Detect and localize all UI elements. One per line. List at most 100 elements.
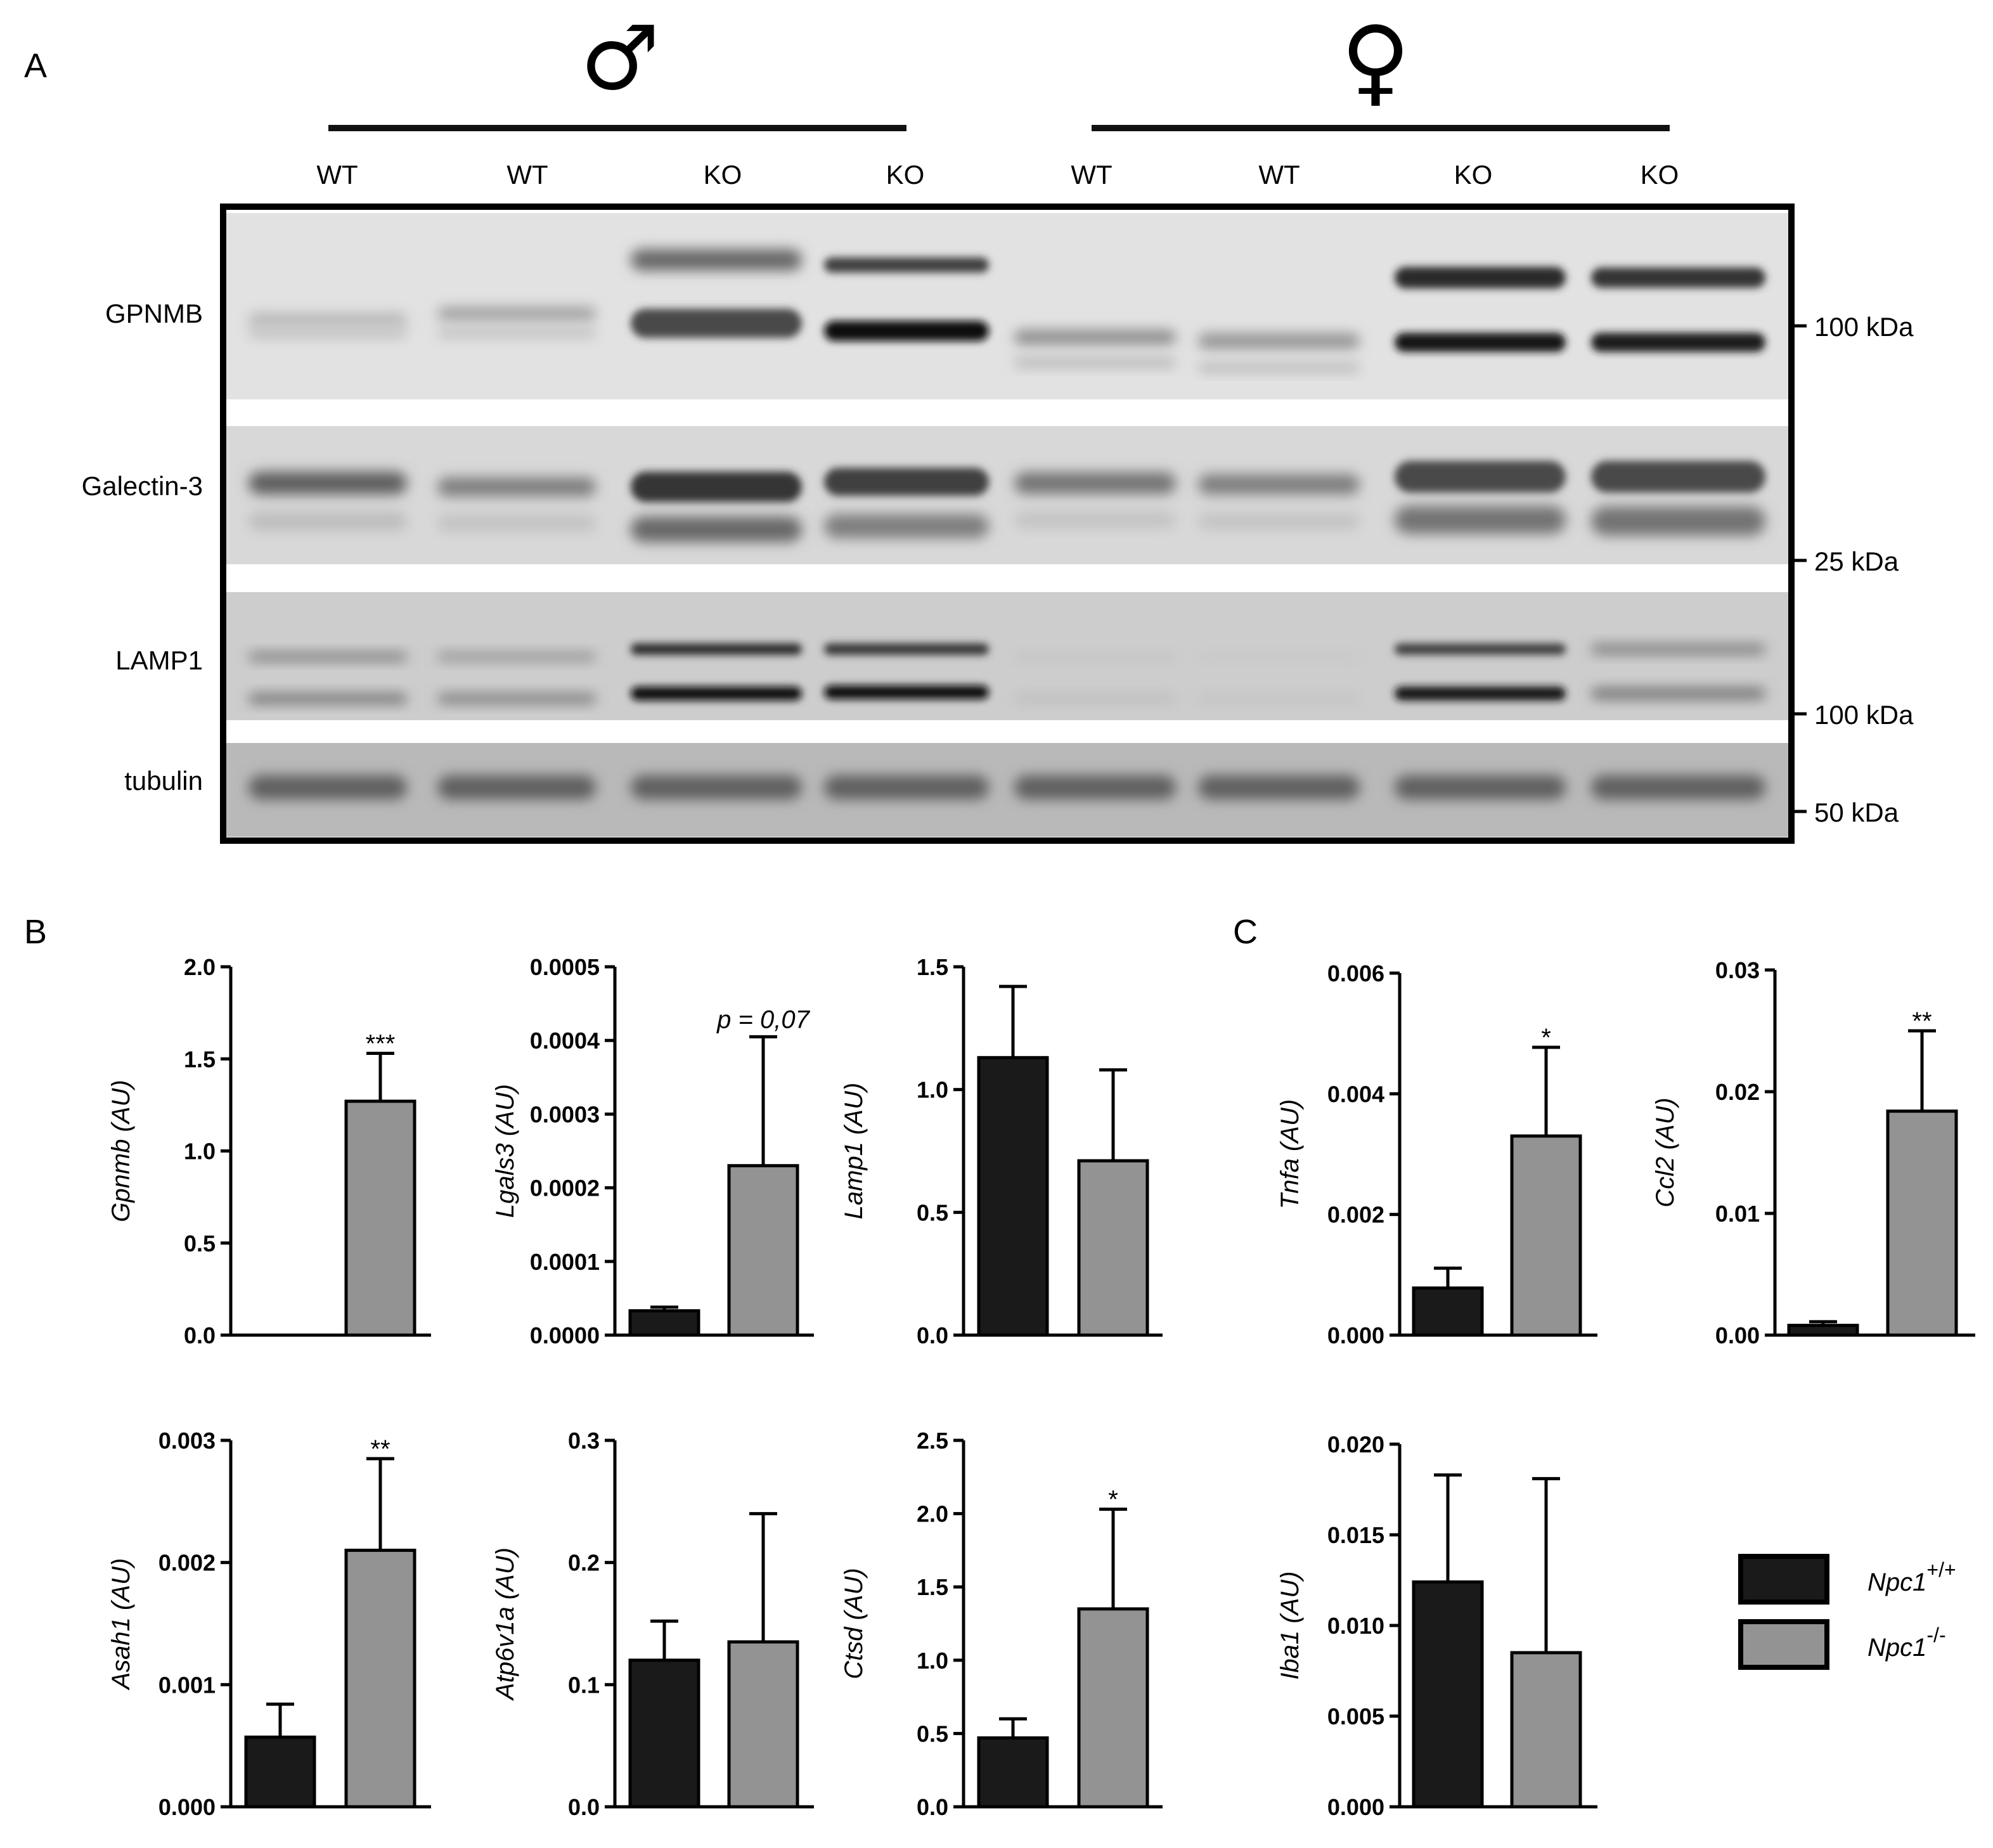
blot-band: [1014, 512, 1176, 528]
blot-label: GPNMB: [105, 299, 203, 328]
western-blot: GPNMB Galectin-3 LAMP1 tubulin 100 kDa 25 kDa…: [82, 204, 1914, 844]
marker-label: 50 kDa: [1814, 798, 1899, 827]
blot-band: [1591, 461, 1765, 493]
lane-labels: WT WT KO KO WT WT KO KO: [316, 160, 1679, 190]
legend-genotype: +/+: [1926, 1558, 1956, 1581]
y-tick-label: 1.5: [917, 954, 948, 980]
bar-npc1-ko: [344, 1548, 416, 1809]
y-tick-label: 0.00: [1715, 1322, 1760, 1348]
bar-npc1-ko: [727, 1164, 799, 1337]
y-tick-label: 0.020: [1327, 1431, 1384, 1457]
blot-band: [1014, 694, 1176, 703]
y-tick-label: 0.5: [184, 1231, 216, 1257]
y-axis-label: Lamp1 (AU): [840, 1083, 868, 1220]
bar-npc1-wt: [1787, 1324, 1859, 1337]
bar-npc1-ko: [344, 1099, 416, 1337]
marker-label: 100 kDa: [1814, 700, 1914, 730]
y-tick-label: 2.5: [917, 1428, 948, 1454]
legend-gene: Npc1: [1867, 1634, 1926, 1662]
significance-label: ***: [366, 1030, 396, 1058]
legend: Npc1+/+Npc1-/-: [1738, 1554, 1956, 1670]
y-tick-label: 0.0003: [530, 1101, 600, 1127]
bar-charts: 0.0 0.5 1.0 1.5 2.0 Gpnmb (AU) *** 0.0000 0.000 1…: [107, 954, 1975, 1820]
blot-band: [1198, 363, 1360, 372]
bar-npc1-ko: [1077, 1159, 1149, 1337]
blot-band: [631, 643, 802, 655]
blot-band: [1014, 358, 1176, 367]
blot-band: [437, 307, 596, 321]
legend-swatch: [1738, 1619, 1829, 1670]
y-tick-label: 0.5: [917, 1199, 948, 1225]
y-tick-label: 0.001: [158, 1672, 216, 1698]
blot-band: [248, 472, 407, 494]
bar-npc1-wt: [977, 1056, 1049, 1337]
y-tick-label: 1.0: [917, 1077, 948, 1103]
lane-label: WT: [316, 160, 358, 190]
y-tick-label: 0.002: [1327, 1202, 1384, 1228]
y-tick-label: 1.5: [917, 1574, 948, 1600]
female-symbol: ♀: [1341, 6, 1410, 117]
bar-npc1-ko: [1510, 1651, 1582, 1809]
chart-ctsd: 0.0 0.5 1.0 1.5 2.0 2.5 Ctsd (AU) *: [840, 1428, 1163, 1820]
y-tick-label: 0.0: [568, 1794, 600, 1820]
y-tick-label: 1.0: [184, 1139, 216, 1165]
blot-band: [248, 775, 407, 799]
y-tick-label: 2.0: [917, 1501, 948, 1527]
significance-label: **: [1912, 1007, 1932, 1035]
lane-label: KO: [1641, 160, 1679, 190]
blot-band: [631, 517, 802, 542]
y-tick-label: 1.0: [917, 1648, 948, 1674]
blot-band: [1014, 653, 1176, 661]
y-tick-label: 0.0004: [530, 1028, 600, 1054]
blot-band: [248, 327, 407, 339]
blot-band: [437, 775, 596, 799]
chart-gpnmb: 0.0 0.5 1.0 1.5 2.0 Gpnmb (AU) ***: [107, 954, 431, 1348]
y-tick-label: 0.0000: [530, 1322, 600, 1348]
blot-band: [824, 321, 989, 341]
blot-band: [437, 514, 596, 532]
y-tick-label: 0.005: [1327, 1703, 1384, 1729]
y-tick-label: 0.000: [1327, 1322, 1384, 1348]
chart-lamp1: 0.0 0.5 1.0 1.5 Lamp1 (AU): [840, 954, 1163, 1348]
y-tick-label: 0.004: [1327, 1081, 1384, 1107]
y-tick-label: 0.0: [917, 1322, 948, 1348]
y-tick-label: 0.006: [1327, 960, 1384, 986]
male-symbol: ♂: [580, 7, 660, 110]
y-tick-label: 0.0002: [530, 1175, 600, 1201]
blot-band: [1591, 268, 1765, 288]
blot-band: [248, 313, 407, 327]
blot-band: [824, 685, 989, 699]
y-tick-label: 0.0: [917, 1794, 948, 1820]
bar-npc1-wt: [628, 1309, 700, 1337]
legend-swatch: [1738, 1554, 1829, 1605]
blot-band: [1198, 513, 1360, 529]
blot-band: [631, 249, 802, 271]
chart-asah1: 0.000 0.001 0.002 0.003 Asah1 (AU) **: [107, 1428, 431, 1820]
blot-band: [1591, 775, 1765, 799]
blot-band: [1395, 687, 1566, 701]
bar-npc1-wt: [1412, 1286, 1484, 1337]
blot-band: [1591, 688, 1765, 699]
y-tick-label: 0.002: [158, 1550, 216, 1576]
blot-band: [1014, 330, 1176, 344]
blot-band: [1198, 694, 1360, 703]
y-tick-label: 0.5: [917, 1721, 948, 1747]
y-axis-label: Gpnmb (AU): [107, 1080, 135, 1222]
y-tick-label: 0.000: [1327, 1794, 1384, 1820]
lane-label: KO: [886, 160, 925, 190]
y-axis-label: Iba1 (AU): [1276, 1571, 1304, 1679]
lane-label: WT: [1071, 160, 1112, 190]
y-tick-label: 0.2: [568, 1550, 600, 1576]
blot-band: [248, 652, 407, 661]
y-tick-label: 0.01: [1715, 1201, 1760, 1227]
blot-band: [437, 694, 596, 704]
y-axis-label: Asah1 (AU): [107, 1558, 135, 1691]
lane-label: WT: [1258, 160, 1300, 190]
blot-label: LAMP1: [115, 645, 203, 675]
y-axis-label: Atp6v1a (AU): [491, 1548, 519, 1701]
chart-ccl2: 0.00 0.01 0.02 0.03 Ccl2 (AU) **: [1651, 957, 1975, 1348]
blot-strip-gpnmb: [226, 213, 1788, 399]
blot-band: [1014, 472, 1176, 494]
chart-tnfa: 0.000 0.002 0.004 0.006 Tnfa (AU) *: [1276, 960, 1597, 1348]
